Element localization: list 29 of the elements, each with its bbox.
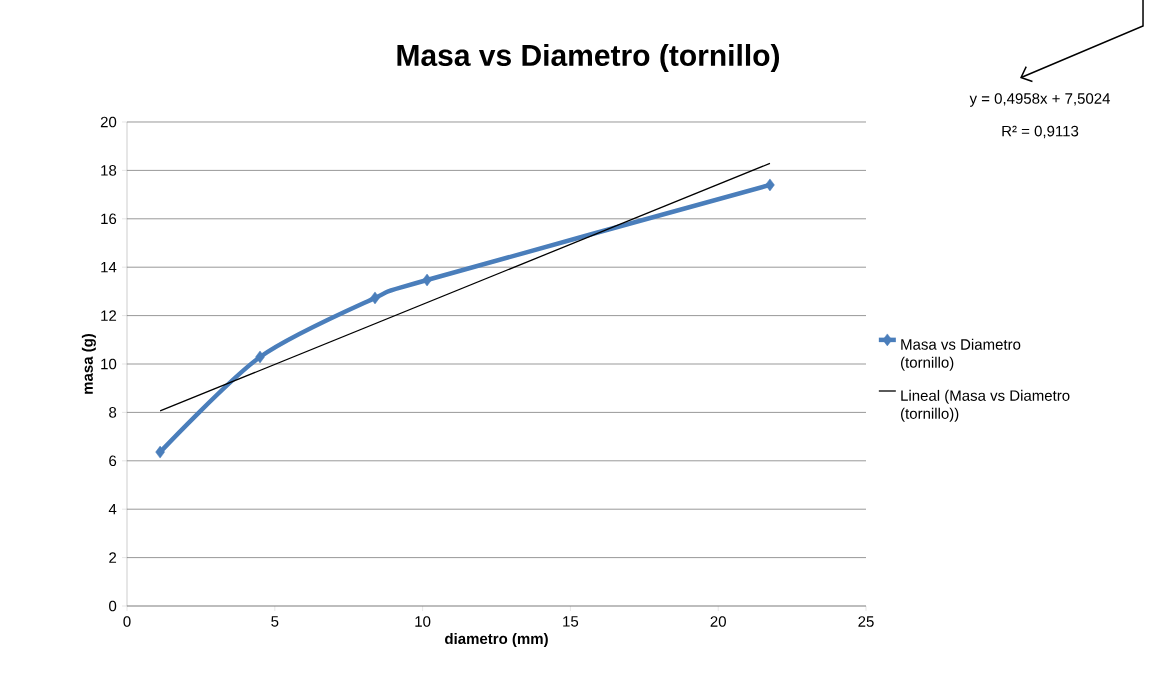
y-tick-label: 20 xyxy=(100,116,117,128)
x-tick-label: 0 xyxy=(123,616,131,627)
legend-label: Lineal (Masa vs Diametro (tornillo)) xyxy=(901,389,1070,422)
x-tick-label: 5 xyxy=(271,616,279,627)
y-tick-label: 4 xyxy=(108,504,117,515)
y-tick-label: 12 xyxy=(101,310,117,321)
y-tick-label: 8 xyxy=(109,407,117,418)
y-tick-label: 14 xyxy=(101,262,117,273)
x-tick-label: 15 xyxy=(563,616,579,627)
point xyxy=(255,350,265,364)
point xyxy=(422,273,432,287)
x-axis-title: diametro (mm) xyxy=(445,633,548,647)
x-tick-label: 10 xyxy=(415,616,431,627)
y-axis-title: masa (g) xyxy=(81,333,96,394)
y-tick-label: 0 xyxy=(109,600,117,612)
x-tick-label: 25 xyxy=(858,616,874,627)
text: R² = 0,9113 xyxy=(1002,125,1079,139)
y-tick-label: 18 xyxy=(101,165,117,176)
y-tick-label: 6 xyxy=(109,455,117,467)
y-tick-label: 10 xyxy=(101,358,117,370)
legend-label: Masa vs Diametro (tornillo) xyxy=(901,338,1021,371)
y-tick-label: 16 xyxy=(101,213,117,225)
point xyxy=(155,445,165,459)
chart-title: Masa vs Diametro (tornillo) xyxy=(397,44,780,72)
y-tick-label: 2 xyxy=(109,552,117,563)
text: y = 0,4958x + 7,5024 xyxy=(969,93,1111,107)
point xyxy=(765,178,775,192)
x-tick-label: 20 xyxy=(710,616,726,627)
point xyxy=(370,291,380,305)
